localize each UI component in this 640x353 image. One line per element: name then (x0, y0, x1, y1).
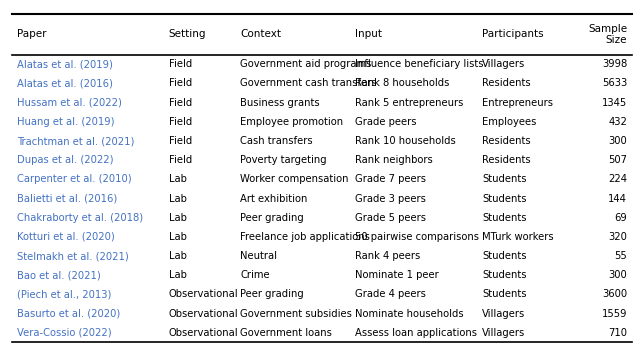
Text: Cash transfers: Cash transfers (240, 136, 313, 146)
Text: Field: Field (169, 117, 192, 127)
Text: Government subsidies: Government subsidies (240, 309, 352, 319)
Text: Residents: Residents (483, 155, 531, 165)
Text: Grade 7 peers: Grade 7 peers (355, 174, 426, 184)
Text: Kotturi et al. (2020): Kotturi et al. (2020) (17, 232, 115, 242)
Text: Worker compensation: Worker compensation (240, 174, 349, 184)
Text: 1345: 1345 (602, 98, 627, 108)
Text: Observational: Observational (169, 309, 238, 319)
Text: Grade 5 peers: Grade 5 peers (355, 213, 426, 223)
Text: Employees: Employees (483, 117, 536, 127)
Text: Neutral: Neutral (240, 251, 277, 261)
Text: Government aid programs: Government aid programs (240, 59, 371, 69)
Text: Students: Students (483, 251, 527, 261)
Text: Students: Students (483, 270, 527, 280)
Text: Field: Field (169, 98, 192, 108)
Text: Residents: Residents (483, 78, 531, 89)
Text: Lab: Lab (169, 193, 187, 204)
Text: Influence beneficiary lists: Influence beneficiary lists (355, 59, 483, 69)
Text: 55: 55 (614, 251, 627, 261)
Text: 50 pairwise comparisons: 50 pairwise comparisons (355, 232, 479, 242)
Text: Setting: Setting (169, 29, 206, 40)
Text: Peer grading: Peer grading (240, 289, 304, 299)
Text: Field: Field (169, 78, 192, 89)
Text: Field: Field (169, 59, 192, 69)
Text: Alatas et al. (2019): Alatas et al. (2019) (17, 59, 113, 69)
Text: 432: 432 (609, 117, 627, 127)
Text: Observational: Observational (169, 289, 238, 299)
Text: Carpenter et al. (2010): Carpenter et al. (2010) (17, 174, 131, 184)
Text: 69: 69 (614, 213, 627, 223)
Text: Alatas et al. (2016): Alatas et al. (2016) (17, 78, 113, 89)
Text: Bao et al. (2021): Bao et al. (2021) (17, 270, 100, 280)
Text: 300: 300 (609, 270, 627, 280)
Text: Rank neighbors: Rank neighbors (355, 155, 433, 165)
Text: Stelmakh et al. (2021): Stelmakh et al. (2021) (17, 251, 129, 261)
Text: Students: Students (483, 213, 527, 223)
Text: 300: 300 (609, 136, 627, 146)
Text: Lab: Lab (169, 174, 187, 184)
Text: Participants: Participants (483, 29, 544, 40)
Text: Rank 4 peers: Rank 4 peers (355, 251, 420, 261)
Text: Field: Field (169, 155, 192, 165)
Text: Chakraborty et al. (2018): Chakraborty et al. (2018) (17, 213, 143, 223)
Text: Rank 10 households: Rank 10 households (355, 136, 456, 146)
Text: 507: 507 (608, 155, 627, 165)
Text: Lab: Lab (169, 232, 187, 242)
Text: Grade 3 peers: Grade 3 peers (355, 193, 426, 204)
Text: Context: Context (240, 29, 281, 40)
Text: Villagers: Villagers (483, 328, 525, 338)
Text: Assess loan applications: Assess loan applications (355, 328, 477, 338)
Text: Government cash transfers: Government cash transfers (240, 78, 376, 89)
Text: Government loans: Government loans (240, 328, 332, 338)
Text: 710: 710 (608, 328, 627, 338)
Text: Dupas et al. (2022): Dupas et al. (2022) (17, 155, 113, 165)
Text: Huang et al. (2019): Huang et al. (2019) (17, 117, 114, 127)
Text: 3998: 3998 (602, 59, 627, 69)
Text: Lab: Lab (169, 251, 187, 261)
Text: Business grants: Business grants (240, 98, 320, 108)
Text: Villagers: Villagers (483, 309, 525, 319)
Text: Students: Students (483, 174, 527, 184)
Text: Basurto et al. (2020): Basurto et al. (2020) (17, 309, 120, 319)
Text: Freelance job applications: Freelance job applications (240, 232, 370, 242)
Text: 3600: 3600 (602, 289, 627, 299)
Text: Art exhibition: Art exhibition (240, 193, 307, 204)
Text: Rank 8 households: Rank 8 households (355, 78, 449, 89)
Text: 5633: 5633 (602, 78, 627, 89)
Text: 1559: 1559 (602, 309, 627, 319)
Text: Balietti et al. (2016): Balietti et al. (2016) (17, 193, 117, 204)
Text: (Piech et al., 2013): (Piech et al., 2013) (17, 289, 111, 299)
Text: Crime: Crime (240, 270, 269, 280)
Text: Nominate 1 peer: Nominate 1 peer (355, 270, 439, 280)
Text: Employee promotion: Employee promotion (240, 117, 343, 127)
Text: Rank 5 entrepreneurs: Rank 5 entrepreneurs (355, 98, 463, 108)
Text: Hussam et al. (2022): Hussam et al. (2022) (17, 98, 122, 108)
Text: Poverty targeting: Poverty targeting (240, 155, 327, 165)
Text: 320: 320 (609, 232, 627, 242)
Text: Grade peers: Grade peers (355, 117, 417, 127)
Text: Residents: Residents (483, 136, 531, 146)
Text: Students: Students (483, 289, 527, 299)
Text: Input: Input (355, 29, 382, 40)
Text: Students: Students (483, 193, 527, 204)
Text: Lab: Lab (169, 213, 187, 223)
Text: MTurk workers: MTurk workers (483, 232, 554, 242)
Text: Trachtman et al. (2021): Trachtman et al. (2021) (17, 136, 134, 146)
Text: 144: 144 (609, 193, 627, 204)
Text: Lab: Lab (169, 270, 187, 280)
Text: Sample
Size: Sample Size (588, 24, 627, 45)
Text: Grade 4 peers: Grade 4 peers (355, 289, 426, 299)
Text: Villagers: Villagers (483, 59, 525, 69)
Text: Peer grading: Peer grading (240, 213, 304, 223)
Text: Paper: Paper (17, 29, 46, 40)
Text: Observational: Observational (169, 328, 238, 338)
Text: 224: 224 (608, 174, 627, 184)
Text: Entrepreneurs: Entrepreneurs (483, 98, 553, 108)
Text: Vera-Cossio (2022): Vera-Cossio (2022) (17, 328, 111, 338)
Text: Nominate households: Nominate households (355, 309, 463, 319)
Text: Field: Field (169, 136, 192, 146)
